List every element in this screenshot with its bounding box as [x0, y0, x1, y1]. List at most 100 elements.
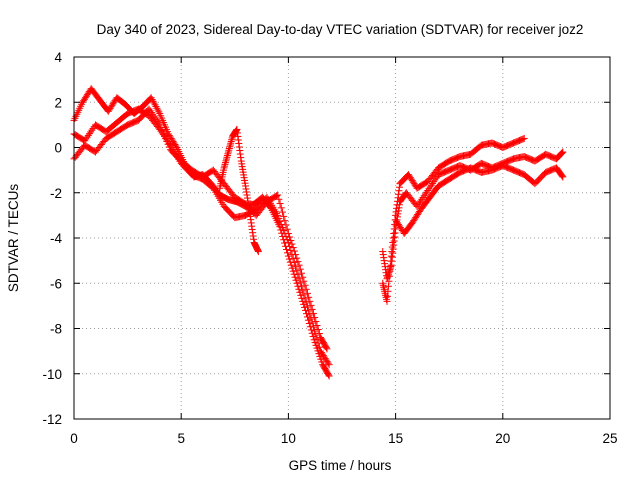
- data-point-interp: [300, 277, 308, 285]
- data-point-interp: [283, 225, 291, 233]
- data-point-interp: [301, 295, 309, 303]
- data-point-interp: [307, 315, 315, 323]
- data-point-interp: [289, 267, 297, 275]
- data-point: [147, 94, 155, 102]
- data-point-interp: [296, 279, 304, 287]
- data-point-interp: [278, 208, 286, 216]
- data-point-interp: [558, 149, 566, 157]
- data-point-interp: [87, 128, 95, 136]
- data-point-interp: [150, 99, 158, 107]
- data-point-interp: [280, 212, 288, 220]
- data-point: [293, 279, 301, 287]
- data-point-interp: [432, 174, 440, 182]
- data-point-interp: [85, 130, 93, 138]
- data-point-interp: [299, 287, 307, 295]
- data-point-interp: [289, 244, 297, 252]
- data-point-interp: [427, 181, 435, 189]
- data-point-interp: [311, 327, 319, 335]
- data-point-interp: [303, 289, 311, 297]
- data-point-interp: [324, 371, 332, 379]
- data-point-interp: [88, 126, 96, 134]
- y-tick-label: 4: [54, 50, 62, 65]
- data-point-interp: [292, 263, 300, 271]
- data-point-interp: [275, 214, 283, 222]
- data-point-interp: [298, 294, 306, 302]
- y-tick-label: -12: [42, 412, 62, 427]
- data-point-interp: [153, 104, 161, 112]
- data-point-interp: [286, 258, 294, 266]
- data-point-interp: [286, 233, 294, 241]
- data-point-interp: [155, 119, 163, 127]
- x-tick-label: 20: [495, 431, 510, 446]
- data-point: [274, 211, 282, 219]
- data-point-interp: [150, 112, 158, 120]
- data-point-interp: [149, 97, 157, 105]
- data-point-interp: [294, 271, 302, 279]
- data-point-interp: [281, 239, 289, 247]
- y-axis-label: SDTVAR / TECUs: [6, 184, 21, 293]
- data-point-interp: [312, 317, 320, 325]
- data-point-interp: [275, 195, 283, 203]
- data-point-interp: [419, 194, 427, 202]
- data-point-interp: [302, 285, 310, 293]
- data-point-interp: [298, 283, 306, 291]
- data-point-interp: [154, 106, 162, 114]
- data-point-interp: [172, 142, 180, 150]
- y-tick-label: -4: [50, 231, 62, 246]
- data-point-interp: [277, 220, 285, 228]
- data-point-interp: [312, 331, 320, 339]
- data-point-interp: [148, 95, 156, 103]
- y-tick-label: 0: [54, 141, 62, 156]
- data-point: [559, 148, 567, 156]
- data-point-interp: [292, 251, 300, 259]
- x-tick-label: 25: [602, 431, 617, 446]
- data-point-interp: [151, 114, 159, 122]
- data-point-interp: [301, 281, 309, 289]
- data-point-interp: [414, 201, 422, 209]
- data-point-interp: [147, 109, 155, 117]
- y-tick-label: -8: [50, 322, 62, 337]
- data-point-interp: [153, 117, 161, 125]
- data-point-interp: [421, 190, 429, 198]
- data-point-interp: [278, 223, 286, 231]
- data-point-interp: [89, 124, 97, 132]
- data-point-interp: [313, 321, 321, 329]
- data-point-interp: [152, 103, 160, 111]
- data-point-interp: [420, 192, 428, 200]
- data-point-interp: [315, 330, 323, 338]
- y-tick-label: 2: [54, 95, 62, 110]
- x-tick-label: 5: [177, 431, 185, 446]
- data-point-interp: [311, 313, 319, 321]
- x-tick-label: 0: [70, 431, 78, 446]
- data-point-interp: [324, 359, 332, 367]
- data-point-interp: [272, 192, 280, 200]
- data-point-interp: [305, 293, 313, 301]
- data-point-interp: [296, 265, 304, 273]
- data-point-interp: [431, 176, 439, 184]
- data-point-interp: [281, 217, 289, 225]
- data-point-interp: [287, 237, 295, 245]
- data-point: [520, 134, 528, 142]
- data-point-interp: [288, 240, 296, 248]
- data-point-interp: [315, 343, 323, 351]
- data-point-interp: [289, 255, 297, 263]
- y-tick-label: -10: [42, 367, 62, 382]
- x-tick-label: 15: [388, 431, 403, 446]
- data-point-interp: [426, 183, 434, 191]
- data-point: [424, 186, 432, 194]
- data-point-interp: [301, 303, 309, 311]
- ticks-layer: [73, 56, 611, 420]
- data-point-interp: [277, 204, 285, 212]
- data-point-interp: [293, 254, 301, 262]
- data-point-interp: [288, 264, 296, 272]
- data-point-interp: [83, 133, 91, 141]
- data-point-interp: [290, 247, 298, 255]
- y-tick-label: -2: [50, 186, 62, 201]
- data-point: [284, 229, 292, 237]
- data-point: [274, 191, 282, 199]
- data-point-interp: [282, 221, 290, 229]
- data-point-interp: [151, 101, 159, 109]
- data-point-interp: [303, 303, 311, 311]
- data-point: [306, 297, 314, 305]
- data-point-interp: [423, 188, 431, 196]
